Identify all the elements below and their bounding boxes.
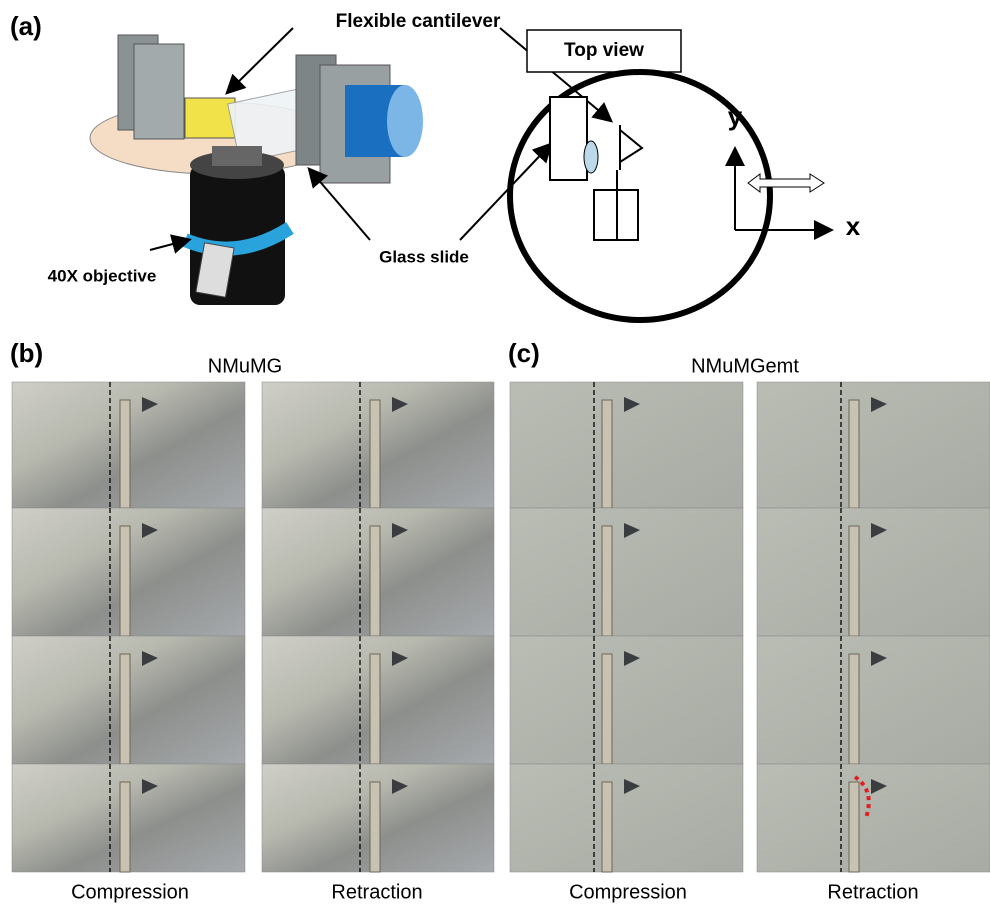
micrographs — [12, 382, 990, 872]
pipette — [602, 400, 612, 508]
column-label: Compression — [71, 881, 189, 903]
pipette — [120, 782, 130, 872]
pipette — [120, 526, 130, 636]
panel-label: (c) — [508, 338, 540, 368]
panel-label: (b) — [10, 338, 43, 368]
figure: (a) Flexible cantilever Top view 40X obj… — [0, 0, 990, 906]
panel-label: (a) — [10, 11, 42, 41]
annotation: Top view — [564, 40, 644, 61]
pipette — [370, 654, 380, 764]
pipette — [602, 782, 612, 872]
column-label: Compression — [569, 881, 687, 903]
pipette — [849, 654, 859, 764]
axis-label: y — [728, 101, 743, 131]
pipette — [602, 526, 612, 636]
annotation: Glass slide — [379, 247, 469, 266]
pipette — [120, 654, 130, 764]
panel-title: NMuMGemt — [691, 355, 799, 377]
pipette — [602, 654, 612, 764]
pipette — [120, 400, 130, 508]
pipette — [849, 782, 859, 872]
setup-illustration — [90, 28, 830, 320]
pipette — [849, 400, 859, 508]
column-label: Retraction — [331, 881, 422, 903]
pipette — [370, 526, 380, 636]
annotation: Flexible cantilever — [336, 11, 501, 32]
pipette — [849, 526, 859, 636]
panel-title: NMuMG — [208, 355, 282, 377]
annotation: 40X objective — [48, 266, 157, 285]
pipette — [370, 400, 380, 508]
axis-label: x — [846, 211, 861, 241]
pipette — [370, 782, 380, 872]
column-label: Retraction — [827, 881, 918, 903]
